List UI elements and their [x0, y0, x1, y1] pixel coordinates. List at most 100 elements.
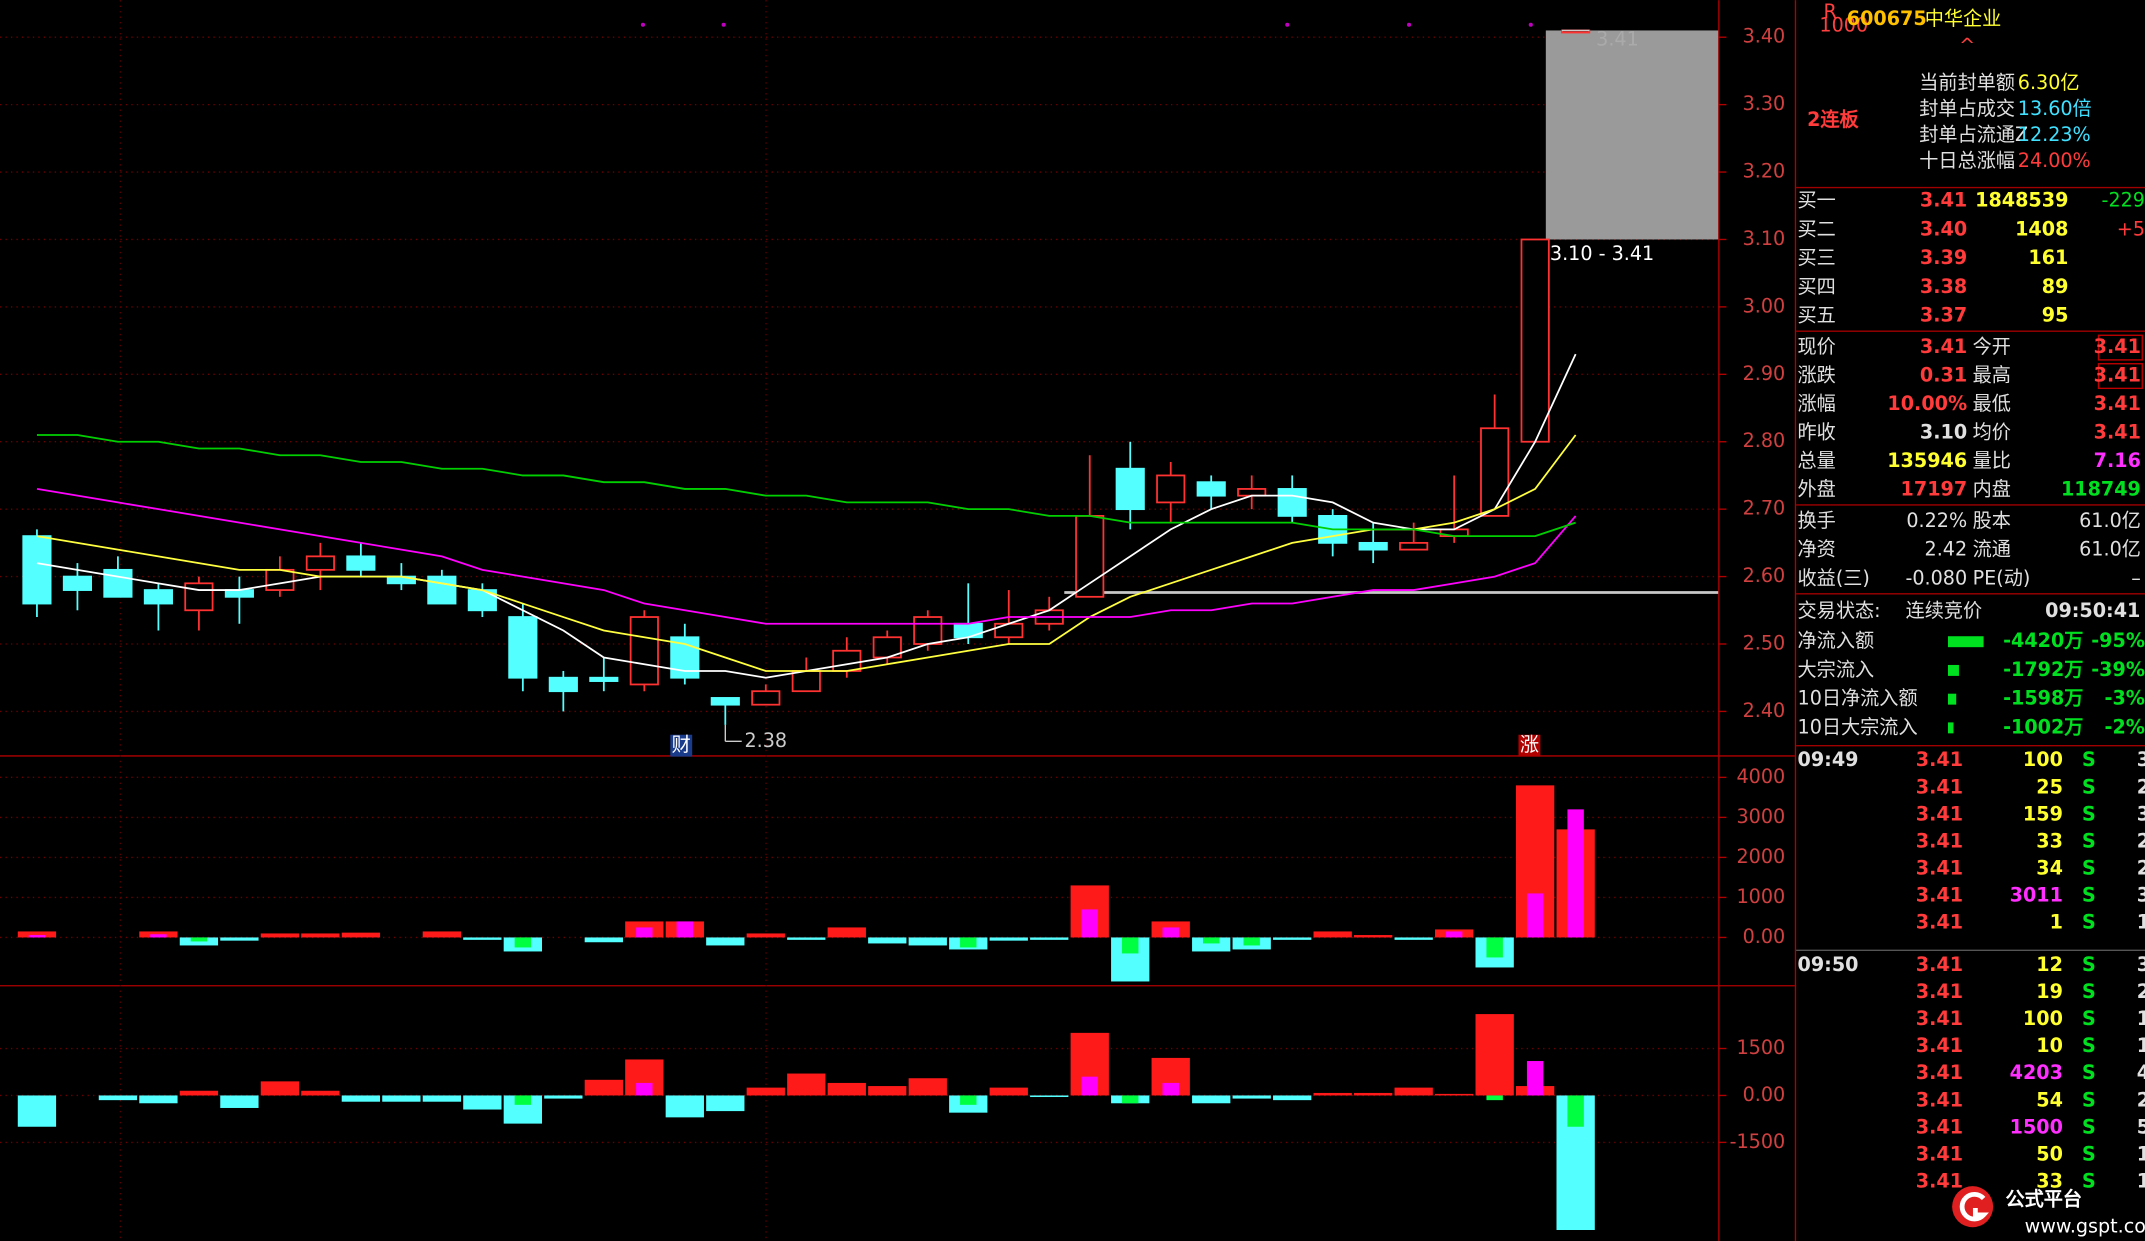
flow-value: -4420万 [2003, 629, 2083, 652]
logo-mark [1959, 1192, 1989, 1222]
streak: 2连板 [1807, 108, 1859, 131]
candle-body [427, 575, 457, 605]
tick-count: 1 [2137, 1034, 2145, 1057]
tick-count: 3 [2137, 884, 2145, 907]
fund-value: -0.080 [1905, 566, 1967, 589]
tick-count: 2 [2137, 1088, 2145, 1111]
seal-label: 封单占成交 [1919, 97, 2015, 120]
candle-body [751, 690, 781, 706]
stat-label: 昨收 [1798, 420, 1836, 443]
y-tick-label: 2.90 [1743, 362, 1786, 385]
bar [341, 1095, 381, 1102]
fund-value: 61.0亿 [2079, 538, 2141, 561]
bar [584, 937, 623, 943]
book-price: 3.38 [1920, 275, 1967, 298]
stat-value: 135946 [1887, 449, 1967, 472]
book-price: 3.37 [1920, 304, 1967, 327]
y-tick-label: 2.60 [1743, 564, 1786, 587]
y-tick-label: 3.30 [1743, 92, 1786, 115]
low-label: 2.38 [744, 729, 787, 752]
y-tick-label: 2.50 [1743, 632, 1786, 655]
candle-body [1156, 474, 1186, 504]
bar [746, 1087, 785, 1096]
stat-label: 涨幅 [1798, 392, 1836, 415]
tick-price: 3.41 [1916, 1034, 1963, 1057]
tick-count: 4 [2137, 1061, 2145, 1084]
seal-value: 6.30亿 [2018, 71, 2080, 94]
candle-body [1520, 238, 1550, 443]
y-tick-label: 2.80 [1743, 429, 1786, 452]
tick-price: 3.41 [1916, 884, 1963, 907]
fund-label: 股本 [1973, 509, 2011, 532]
tick-volume: 100 [2023, 1007, 2063, 1030]
tick-volume: 25 [2036, 775, 2063, 798]
tick-price: 3.41 [1916, 1170, 1963, 1193]
moving-average [36, 434, 1576, 538]
moving-average [36, 434, 1577, 672]
stat-value: 118749 [2061, 477, 2141, 500]
logo-url: www.gspt.com [2025, 1215, 2145, 1238]
inner-bar [1081, 1076, 1098, 1096]
bar [908, 937, 947, 946]
inner-bar [1162, 927, 1179, 938]
tick-volume: 10 [2036, 1034, 2063, 1057]
seal-label: 十日总涨幅 [1919, 149, 2015, 172]
bar [787, 937, 826, 940]
book-label: 买四 [1798, 275, 1836, 298]
inner-bar [150, 934, 167, 938]
collapse-arrow[interactable]: ^ [1959, 34, 1975, 57]
status-time: 09:50:41 [2045, 599, 2140, 622]
fund-label: 净资 [1798, 538, 1836, 561]
tick-count: 2 [2137, 775, 2145, 798]
tick-price: 3.41 [1916, 802, 1963, 825]
stat-value: 0.31 [1920, 364, 1967, 387]
inner-bar [514, 937, 532, 948]
flow-pct: -2% [2105, 715, 2145, 738]
stat-value: 3.41 [2094, 335, 2141, 358]
tick-price: 3.41 [1916, 980, 1963, 1003]
stat-value: 3.41 [2094, 420, 2141, 443]
candle-body [1115, 467, 1145, 511]
stat-label: 总量 [1798, 449, 1836, 472]
tick-side: S [2082, 1007, 2096, 1030]
marker: 财 [672, 733, 691, 756]
y-tick-label: 1500 [1737, 1036, 1786, 1059]
stat-label: 今开 [1973, 335, 2011, 358]
candle-body [346, 555, 376, 571]
status-label: 交易状态: [1798, 599, 1881, 622]
bar [1475, 1014, 1514, 1096]
tick-side: S [2082, 775, 2096, 798]
inner-bar [636, 1082, 653, 1096]
flow-bar [1948, 664, 1959, 676]
bar [1313, 931, 1352, 938]
bar [665, 1095, 704, 1118]
bar [341, 932, 381, 938]
candle-body [1196, 481, 1226, 497]
book-change: -229 [2102, 189, 2145, 212]
y-tick-label: 2000 [1737, 845, 1786, 868]
candle-body [265, 568, 295, 591]
bar [1313, 1092, 1352, 1096]
inner-bar [636, 927, 653, 938]
tick-volume: 19 [2036, 980, 2063, 1003]
stat-label: 内盘 [1973, 477, 2011, 500]
candle-body [913, 616, 943, 645]
book-volume: 89 [2042, 275, 2069, 298]
tick-count: 1 [2137, 1170, 2145, 1193]
tick-volume: 33 [2036, 1170, 2063, 1193]
tick-count: 2 [2137, 980, 2145, 1003]
bar [463, 1095, 502, 1110]
book-price: 3.39 [1920, 246, 1967, 269]
tick-side: S [2082, 1034, 2096, 1057]
flow-pct: -3% [2105, 687, 2145, 710]
inner-bar [1445, 931, 1463, 938]
tick-volume: 4203 [2010, 1061, 2063, 1084]
fund-value: 61.0亿 [2079, 509, 2141, 532]
stat-value: 3.41 [2094, 392, 2141, 415]
tick-count: 3 [2137, 802, 2145, 825]
tick-price: 3.41 [1916, 829, 1963, 852]
bar [1192, 1095, 1231, 1104]
status-value: 连续竞价 [1906, 599, 1983, 622]
y-tick-label: 3.00 [1743, 294, 1786, 317]
